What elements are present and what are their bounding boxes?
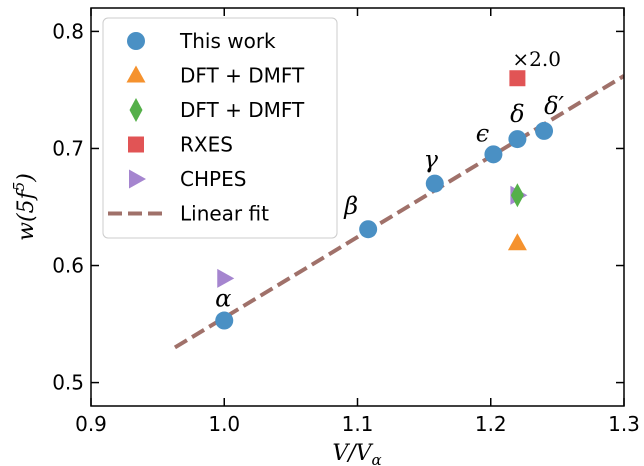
legend-rxes-square-swatch bbox=[128, 136, 144, 153]
dft-dmft-diamond-point-0 bbox=[510, 183, 524, 208]
legend: This work DFT + DMFT DFT + DMFT RXES CHPES Li… bbox=[102, 17, 338, 239]
this-work-circle-point-3 bbox=[484, 145, 503, 164]
legend-dft-dmft-label: DFT + DMFT bbox=[180, 98, 305, 122]
phase-label: α bbox=[215, 285, 231, 313]
linear-fit-line bbox=[173, 74, 624, 350]
legend-rxes-label: RXES bbox=[180, 133, 233, 157]
this-work-circle-point-5 bbox=[535, 121, 554, 140]
legend-chpes-triangle-right-swatch bbox=[129, 169, 146, 189]
legend-frame bbox=[102, 17, 338, 239]
phase-label: δ bbox=[510, 100, 524, 128]
this-work-circle-point-0 bbox=[215, 311, 234, 330]
y-tick-label: 0.7 bbox=[52, 136, 84, 160]
dft-dmft-triangle-up-point-0 bbox=[507, 233, 527, 251]
legend-this-work-label: This work bbox=[179, 29, 276, 53]
this-work-circle-point-1 bbox=[359, 220, 378, 239]
legend-dft-dmft-diamond-swatch bbox=[129, 98, 143, 122]
legend-chpes-label: CHPES bbox=[180, 167, 246, 191]
legend-dft-dmft-triangle-up-swatch bbox=[126, 65, 146, 83]
legend-this-work-circle-swatch bbox=[127, 32, 145, 50]
axes-frame bbox=[90, 7, 625, 407]
plot-area: α β γ ϵδ δ′ ×2.0 bbox=[173, 47, 624, 350]
legend-linear-fit-label: Linear fit bbox=[180, 202, 269, 226]
phase-label: γ bbox=[424, 146, 439, 174]
x-tick-label: 0.9 bbox=[75, 412, 107, 436]
this-work-circle-point-2 bbox=[425, 174, 444, 193]
x-axis-label-sub: α bbox=[372, 451, 382, 466]
x-tick-label: 1.1 bbox=[342, 412, 374, 436]
x-tick-label: 1.0 bbox=[208, 412, 240, 436]
x-tick-label: 1.3 bbox=[608, 412, 640, 436]
chpes-triangle-right-point-0 bbox=[217, 268, 235, 288]
phase-label: δ′ bbox=[544, 92, 564, 120]
phase-label: β bbox=[343, 192, 358, 220]
scale-annotation: ×2.0 bbox=[512, 47, 561, 71]
rxes-square-point-0 bbox=[509, 70, 526, 87]
this-work-circle-point-4 bbox=[508, 130, 527, 149]
y-tick-label: 0.5 bbox=[52, 371, 84, 395]
axis-ticks: 0.9 1.0 1.1 1.2 1.3 0.5 0.6 0.7 0.8 bbox=[52, 8, 640, 436]
legend-dft-dmft-label: DFT + DMFT bbox=[180, 64, 305, 88]
x-tick-label: 1.2 bbox=[475, 412, 507, 436]
y-axis-label-sup: 5 bbox=[10, 182, 28, 192]
y-tick-label: 0.8 bbox=[52, 19, 84, 43]
x-axis-label: V/Vα bbox=[332, 441, 381, 466]
y-axis-label: w(5f5) bbox=[10, 173, 39, 241]
phase-label: ϵ bbox=[476, 119, 489, 147]
plot-marks bbox=[173, 70, 624, 350]
y-tick-label: 0.6 bbox=[52, 254, 84, 278]
